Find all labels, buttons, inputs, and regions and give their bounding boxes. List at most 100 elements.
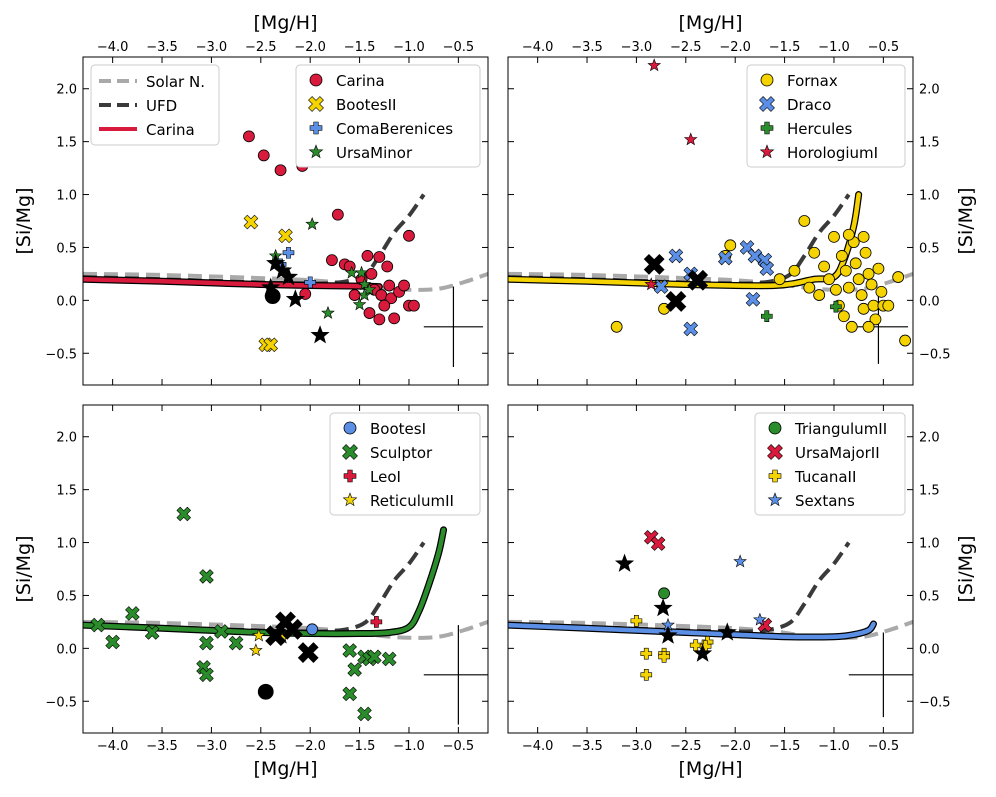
legend-marker [759,144,775,159]
data-point [668,248,684,264]
data-point [837,310,850,323]
data-point [869,313,882,326]
y-tick-label: 1.0 [56,537,77,552]
y-tick-label: 2.0 [919,83,940,98]
data-point [753,612,767,626]
data-point [125,606,140,621]
data-point [305,216,320,230]
legend-marker [309,121,323,135]
data-point [342,643,357,658]
black-data-point [257,683,274,700]
data-point [398,279,410,292]
data-point [759,261,775,276]
y-tick-label: 0.0 [56,294,77,309]
black-data-point [265,625,287,647]
legend-marker [759,96,775,112]
x-tick-label: −3.5 [146,739,178,754]
black-data-point [717,622,737,641]
data-point [862,320,875,333]
legend-label: LeoI [370,468,401,486]
y-tick-label: 1.0 [919,537,940,552]
legend-box [295,64,481,168]
x-tick-label: −2.0 [719,40,751,55]
line-legend: Solar N. UFD Carina [90,64,220,146]
legend-box [754,412,906,516]
data-point [650,536,666,551]
data-point [403,229,415,242]
data-point [724,239,737,252]
y-axis-label-right: [Si/Mg] [955,187,977,254]
data-point [373,313,386,326]
data-point [683,132,698,146]
data-point [257,149,270,162]
data-point [375,289,388,301]
legend-marker [342,444,358,460]
legend-label: Carina [146,121,195,139]
x-tick-label: −1.0 [393,739,425,754]
x-tick-label: −1.5 [344,40,376,55]
black-data-point [278,267,299,286]
legend-label: BootesII [336,96,396,114]
data-point [214,624,229,639]
data-point [857,302,870,315]
data-point [644,277,659,291]
point-legend: Carina BootesII ComaBerenices UrsaMinor [295,64,481,168]
axes-frame [82,404,489,734]
y-tick-label: 0.0 [919,294,940,309]
data-point [304,276,316,289]
data-point [199,569,214,584]
x-tick-label: −4.0 [522,40,554,55]
data-point [865,278,878,291]
x-tick-label: −0.5 [868,40,900,55]
axes-frame [82,56,489,386]
y-tick-label: 1.5 [919,484,940,499]
data-point [798,215,811,227]
data-point [199,635,214,651]
data-point [383,279,396,292]
data-point [381,651,397,667]
data-point [363,307,376,319]
x-tick-label: −4.0 [97,40,129,55]
data-point [842,281,855,294]
data-point [263,337,278,353]
legend-marker [768,421,782,435]
y-tick-label: 1.5 [919,136,940,151]
x-tick-label: −1.0 [393,40,425,55]
data-point [859,246,872,259]
x-tick-label: −1.5 [344,739,376,754]
panel-top-right: −4.0 −3.5 −3.0 −2.5 −2.0 −1.5 −1.0 −0.5 −0.5 0.0 0… [507,12,977,386]
panel-bottom-left: −4.0 −3.5 −3.0 −2.5 −2.0 −1.5 −1.0 −0.5 −0.5 0.0 0… [13,404,489,780]
data-point [367,649,382,665]
data-point [852,273,865,286]
x-axis-label-top: [Mg/H] [679,12,743,34]
data-point [773,273,786,286]
data-point [381,260,394,273]
data-point [823,273,835,286]
black-data-point [665,291,687,312]
legend-box [329,412,481,516]
x-tick-label: −0.5 [443,40,475,55]
black-data-point [687,269,709,291]
plot-area [83,506,488,725]
data-point [388,312,401,325]
model-curve-outline [508,191,863,290]
legend-label: UrsaMinor [336,144,413,162]
ufd-curve [508,541,851,634]
data-point [331,208,344,221]
black-data-point [297,642,319,663]
data-point [243,130,255,143]
data-point [306,623,319,636]
x-tick-label: −1.5 [769,40,801,55]
point-legend: Fornax Draco Hercules HorologiumI [746,64,906,168]
x-tick-label: −3.0 [196,739,228,754]
x-tick-label: −2.5 [245,739,277,754]
data-point [251,628,266,642]
y-tick-label: −0.5 [919,695,951,710]
x-tick-label: −3.5 [571,40,603,55]
model-curve [83,527,446,636]
plot-area [508,58,913,364]
data-point [828,230,840,243]
panel-group: −4.0 −3.5 −3.0 −2.5 −2.0 −1.5 −1.0 −0.5 −0.5 0.0 0… [13,12,977,780]
data-point [640,647,653,660]
y-tick-label: 1.0 [919,189,940,204]
